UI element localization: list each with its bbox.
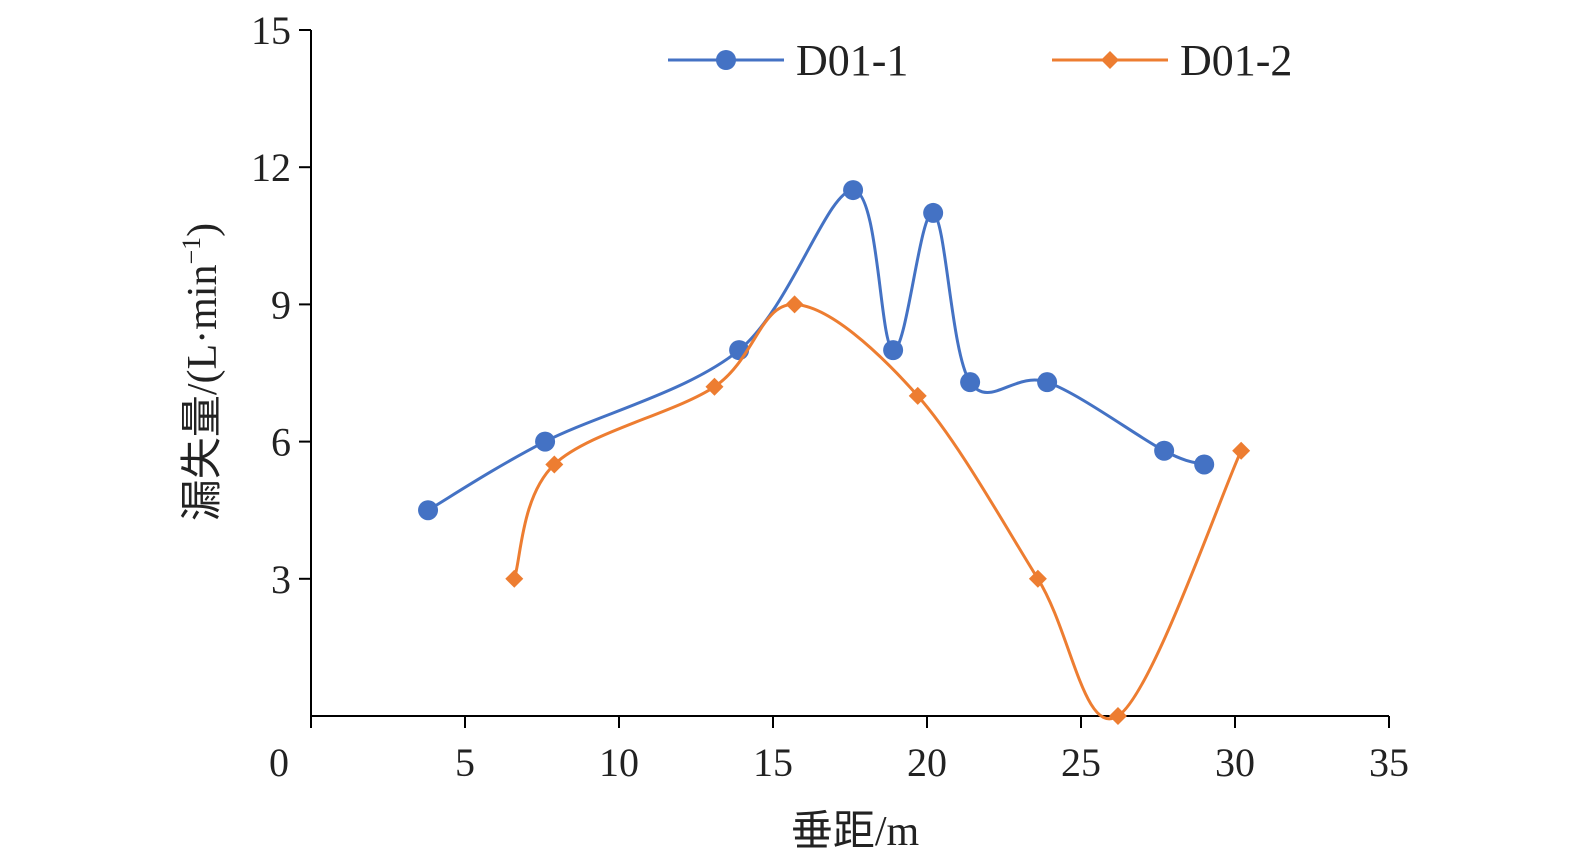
series-line [512, 302, 1243, 721]
data-point [1037, 372, 1058, 393]
x-tick-label: 15 [753, 740, 793, 785]
legend-marker [1101, 51, 1119, 69]
x-tick-label: 35 [1369, 740, 1409, 785]
x-tick-label: 30 [1215, 740, 1255, 785]
y-axis-title-main: 漏失量/(L·min [180, 265, 226, 522]
data-point [960, 372, 981, 393]
data-point [843, 180, 864, 201]
y-axis-title-superscript: −1 [177, 237, 206, 265]
x-tick-label: 0 [269, 740, 289, 785]
data-point [785, 295, 804, 314]
data-point [923, 202, 944, 223]
legend-marker [716, 50, 736, 70]
y-tick-label: 3 [271, 557, 291, 602]
y-tick-label: 9 [271, 282, 291, 327]
series-D01-2 [505, 295, 1251, 725]
series-layer [418, 180, 1251, 725]
x-tick-label: 20 [907, 740, 947, 785]
data-point [1108, 707, 1127, 725]
data-point [545, 455, 564, 474]
series-line [427, 188, 1205, 512]
legend-item: D01-1 [668, 36, 908, 85]
data-point [1194, 454, 1215, 475]
data-point [1232, 441, 1251, 460]
data-point [883, 340, 904, 361]
x-tick-label: 10 [599, 740, 639, 785]
y-tick-label: 15 [251, 8, 291, 53]
axes: 0 5 10 15 20 25 30 35 3 6 9 12 15 [251, 8, 1409, 785]
data-point [535, 431, 556, 452]
legend-item: D01-2 [1052, 36, 1292, 85]
x-axis-title: 垂距/m [791, 809, 920, 855]
data-point [505, 569, 524, 588]
data-point [1154, 440, 1175, 461]
y-tick-label: 12 [251, 145, 291, 190]
data-point [418, 500, 439, 521]
legend: D01-1 D01-2 [668, 36, 1292, 85]
legend-label: D01-1 [796, 36, 908, 85]
data-point [908, 386, 927, 405]
y-tick-label: 6 [271, 420, 291, 465]
x-tick-label: 5 [455, 740, 475, 785]
series-D01-1 [418, 180, 1215, 521]
data-point [1028, 569, 1047, 588]
y-axis-title: 漏失量/(L·min−1) [177, 223, 226, 521]
y-axis-title-close: ) [180, 223, 226, 237]
legend-label: D01-2 [1180, 36, 1292, 85]
x-tick-label: 25 [1061, 740, 1101, 785]
data-point [705, 377, 724, 396]
